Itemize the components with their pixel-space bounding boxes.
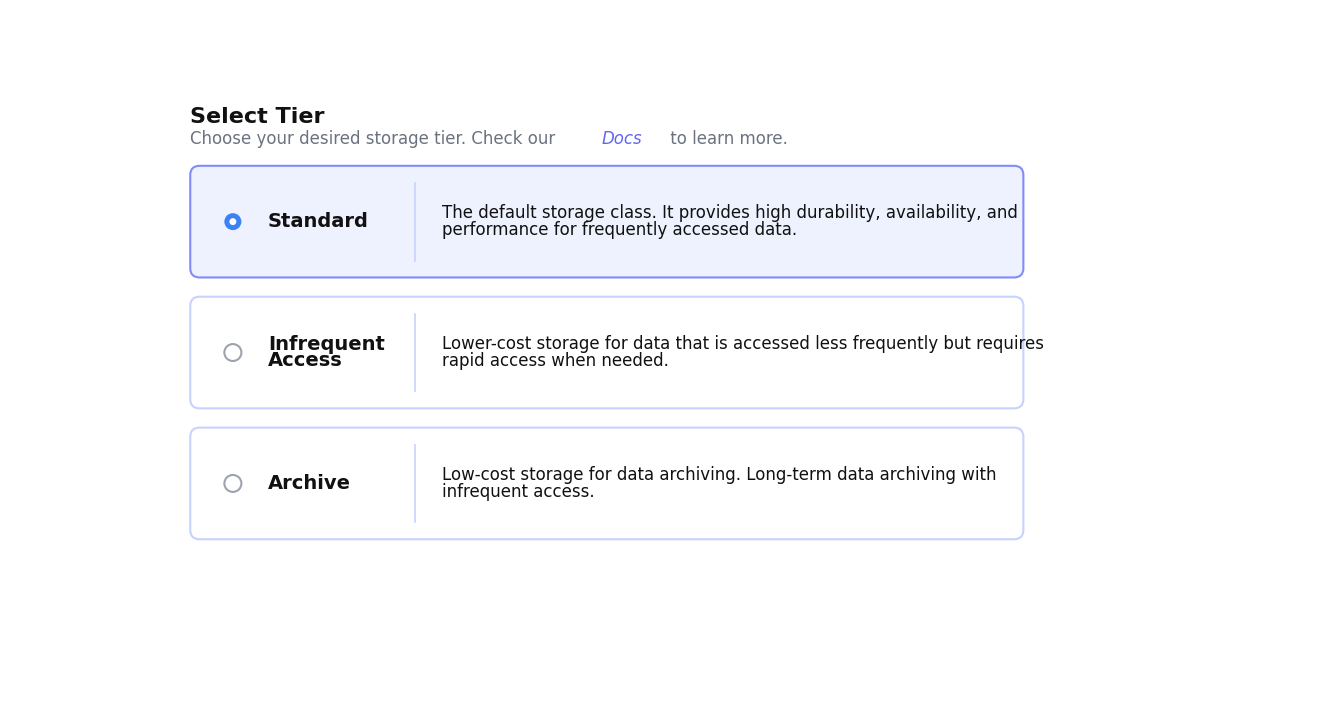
Circle shape bbox=[224, 344, 242, 361]
Text: Access: Access bbox=[267, 350, 342, 370]
Text: to learn more.: to learn more. bbox=[665, 130, 788, 148]
FancyBboxPatch shape bbox=[190, 428, 1023, 539]
Text: Infrequent: Infrequent bbox=[267, 336, 385, 354]
Text: Archive: Archive bbox=[267, 474, 351, 493]
Text: Select Tier: Select Tier bbox=[190, 106, 325, 127]
Text: infrequent access.: infrequent access. bbox=[442, 483, 595, 501]
Text: Choose your desired storage tier. Check our: Choose your desired storage tier. Check … bbox=[190, 130, 561, 148]
Circle shape bbox=[224, 213, 242, 230]
Text: performance for frequently accessed data.: performance for frequently accessed data… bbox=[442, 221, 798, 239]
Text: The default storage class. It provides high durability, availability, and: The default storage class. It provides h… bbox=[442, 204, 1018, 222]
FancyBboxPatch shape bbox=[190, 297, 1023, 409]
Text: rapid access when needed.: rapid access when needed. bbox=[442, 352, 669, 370]
FancyBboxPatch shape bbox=[190, 166, 1023, 278]
Circle shape bbox=[230, 218, 236, 225]
Text: Low-cost storage for data archiving. Long-term data archiving with: Low-cost storage for data archiving. Lon… bbox=[442, 466, 997, 484]
Text: Docs: Docs bbox=[601, 130, 643, 148]
Text: Lower-cost storage for data that is accessed less frequently but requires: Lower-cost storage for data that is acce… bbox=[442, 335, 1045, 353]
Circle shape bbox=[224, 475, 242, 492]
Text: Standard: Standard bbox=[267, 212, 369, 231]
